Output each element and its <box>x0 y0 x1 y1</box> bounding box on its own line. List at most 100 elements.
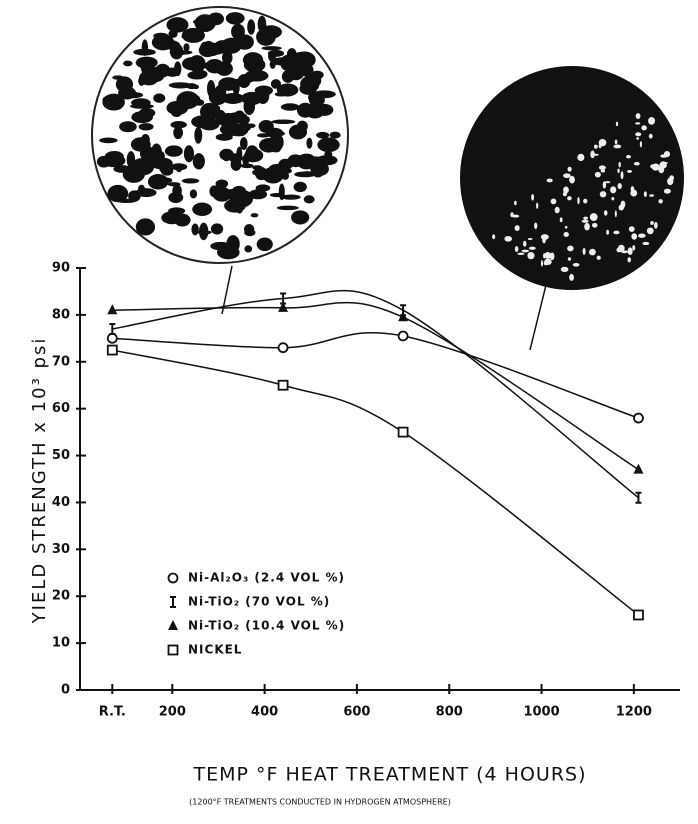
texture <box>270 79 282 89</box>
marker <box>398 311 409 322</box>
texture <box>618 161 621 168</box>
texture <box>247 19 256 35</box>
texture <box>563 231 569 238</box>
marker <box>278 301 289 312</box>
texture <box>300 76 318 92</box>
texture <box>627 169 632 173</box>
texture <box>242 52 264 68</box>
marker <box>633 609 644 621</box>
texture <box>663 188 671 194</box>
texture <box>138 108 156 118</box>
x-tick-label: R.T. <box>99 705 126 720</box>
texture <box>269 133 284 152</box>
texture <box>222 50 233 65</box>
texture <box>170 121 187 129</box>
texture <box>175 165 183 173</box>
texture <box>198 43 217 58</box>
texture <box>244 69 269 82</box>
texture <box>651 163 660 171</box>
legend-label: Ni-TiO₂ (10.4 VOL %) <box>188 619 345 633</box>
texture <box>620 250 629 254</box>
texture <box>210 223 224 235</box>
texture <box>593 144 598 149</box>
texture <box>492 234 496 240</box>
texture <box>254 85 273 96</box>
legend-label: Ni-TiO₂ (70 VOL %) <box>188 595 330 609</box>
texture <box>523 240 527 247</box>
texture <box>276 205 299 211</box>
texture <box>205 58 224 74</box>
texture <box>536 202 539 209</box>
texture <box>527 237 533 241</box>
texture <box>271 57 295 66</box>
texture <box>583 198 588 204</box>
texture <box>628 226 635 232</box>
texture <box>112 75 124 80</box>
texture <box>316 131 330 139</box>
texture <box>255 166 268 181</box>
texture <box>252 165 263 170</box>
texture <box>102 93 125 111</box>
y-tick-label: 20 <box>52 589 70 604</box>
texture <box>662 161 668 165</box>
texture <box>195 99 205 106</box>
texture <box>222 150 231 162</box>
texture <box>569 273 574 281</box>
texture <box>638 233 646 238</box>
texture <box>226 235 240 253</box>
texture <box>164 67 181 77</box>
texture <box>294 171 316 178</box>
texture <box>594 171 601 178</box>
texture <box>215 179 229 189</box>
note: (1200°F TREATMENTS CONDUCTED IN HYDROGEN… <box>189 798 451 807</box>
texture <box>549 252 555 261</box>
texture <box>603 210 608 216</box>
texture <box>542 236 546 244</box>
texture <box>317 137 340 153</box>
texture <box>303 195 315 204</box>
marker <box>633 412 644 424</box>
texture <box>169 43 184 60</box>
texture <box>614 210 617 218</box>
texture <box>531 194 535 201</box>
texture <box>654 221 658 229</box>
texture <box>627 247 633 256</box>
texture <box>649 194 654 197</box>
texture <box>225 12 245 25</box>
texture <box>181 178 200 184</box>
y-tick-label: 60 <box>52 401 70 416</box>
texture <box>166 100 189 116</box>
texture <box>119 121 137 133</box>
legend-label: Ni-Al₂O₃ (2.4 VOL %) <box>188 571 345 585</box>
texture <box>514 225 520 231</box>
texture <box>120 91 144 99</box>
texture <box>613 230 620 235</box>
texture <box>329 131 341 139</box>
x-tick-label: 400 <box>251 705 278 720</box>
texture <box>315 155 338 166</box>
texture <box>633 161 640 166</box>
texture <box>650 220 654 225</box>
texture <box>627 257 631 263</box>
texture <box>635 132 642 137</box>
texture <box>140 57 150 75</box>
texture <box>647 228 652 234</box>
texture <box>159 167 166 172</box>
texture <box>291 210 310 225</box>
texture <box>308 93 325 107</box>
texture <box>635 122 641 125</box>
micrographs <box>91 6 684 351</box>
legend-marker <box>168 620 178 630</box>
y-tick-label: 10 <box>52 636 70 651</box>
series-line <box>112 349 639 616</box>
texture <box>107 184 129 203</box>
texture <box>239 137 248 150</box>
texture <box>636 137 640 140</box>
texture <box>191 115 214 129</box>
texture <box>212 187 232 202</box>
texture <box>617 244 625 252</box>
texture <box>534 222 538 230</box>
texture <box>648 133 653 139</box>
texture <box>554 206 560 214</box>
texture <box>147 173 169 190</box>
